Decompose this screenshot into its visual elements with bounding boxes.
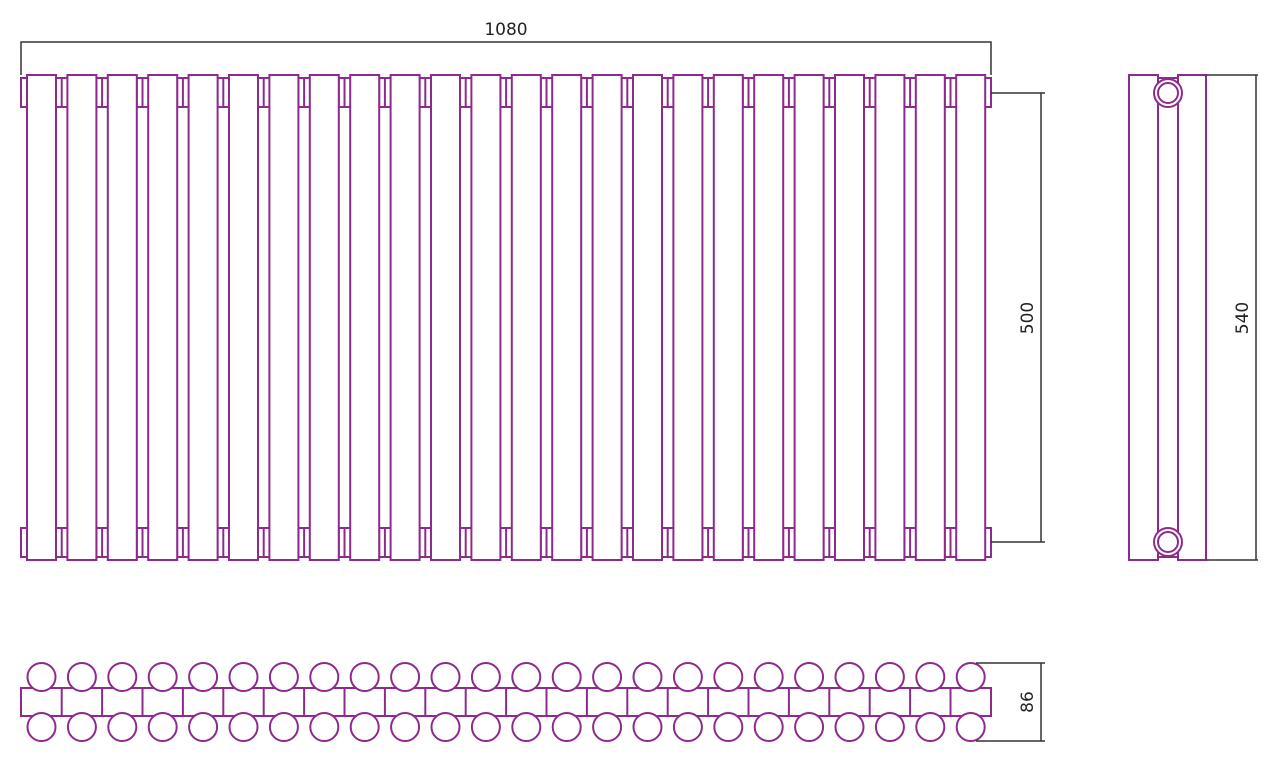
radiator-tube [955, 74, 987, 561]
radiator-tube [389, 74, 421, 561]
radiator-tube [510, 74, 542, 561]
tube-section-front [834, 662, 865, 692]
axis-distance-dimension-label: 500 [1018, 302, 1038, 334]
tube-section-front [107, 662, 138, 692]
tube-section-back [511, 712, 542, 742]
tube-section-back [955, 712, 986, 742]
radiator-tube [672, 74, 704, 561]
tube-section-back [430, 712, 461, 742]
tube-section-back [915, 712, 946, 742]
side-tube-back [1177, 74, 1207, 561]
dimension-lines [20, 41, 1258, 742]
tube-section-front [794, 662, 825, 692]
connection-port-inner [1157, 531, 1179, 553]
tube-section-back [268, 712, 299, 742]
tube-section-back [349, 712, 380, 742]
height-dimension-label: 540 [1233, 302, 1253, 334]
tube-section-front [268, 662, 299, 692]
tube-section-back [713, 712, 744, 742]
tube-section-front [228, 662, 259, 692]
width-dimension-line [20, 41, 992, 75]
tube-section-back [66, 712, 97, 742]
radiator-tube [874, 74, 906, 561]
radiator-tube [470, 74, 502, 561]
tube-section-front [309, 662, 340, 692]
depth-dimension-label: 86 [1018, 691, 1038, 713]
tube-section-front [713, 662, 744, 692]
tube-section-front [915, 662, 946, 692]
top-view [20, 662, 992, 742]
tube-section-back [632, 712, 663, 742]
radiator-tube [551, 74, 583, 561]
radiator-tube [106, 74, 138, 561]
tube-section-front [188, 662, 219, 692]
tube-section-back [107, 712, 138, 742]
radiator-tube [632, 74, 663, 561]
width-dimension-label: 1080 [484, 20, 527, 40]
radiator-tube [308, 74, 340, 561]
tube-section-front [955, 662, 986, 692]
tube-section-back [753, 712, 784, 742]
tube-section-front [349, 662, 380, 692]
tube-section-front [592, 662, 623, 692]
radiator-tube [712, 74, 744, 561]
tube-section-back [390, 712, 421, 742]
tube-section-back [228, 712, 259, 742]
side-view [1128, 74, 1207, 561]
radiator-tube [268, 74, 300, 561]
tube-section-front [430, 662, 461, 692]
tube-section-front [632, 662, 663, 692]
radiator-tube [187, 74, 219, 561]
tube-section-front [470, 662, 501, 692]
tube-section-back [26, 712, 57, 742]
tube-section-back [834, 712, 865, 742]
radiator-tube [793, 74, 825, 561]
radiator-tube [834, 74, 865, 561]
radiator-tube [26, 74, 57, 561]
radiator-tube [753, 74, 785, 561]
tube-section-back [470, 712, 501, 742]
tube-section-front [147, 662, 178, 692]
tube-section-back [672, 712, 703, 742]
radiator-tube [430, 74, 461, 561]
tube-section-front [66, 662, 97, 692]
radiator-tube [147, 74, 179, 561]
tube-section-back [188, 712, 219, 742]
tube-section-front [26, 662, 57, 692]
radiator-tube [228, 74, 259, 561]
tube-section-front [753, 662, 784, 692]
tube-section-front [672, 662, 703, 692]
front-view [20, 74, 992, 561]
tube-section-back [592, 712, 623, 742]
connection-port-inner [1157, 82, 1179, 104]
tube-section-back [794, 712, 825, 742]
tube-section-back [309, 712, 340, 742]
tube-section-back [551, 712, 582, 742]
tube-section-front [874, 662, 905, 692]
tube-section-front [551, 662, 582, 692]
radiator-tube [349, 74, 381, 561]
radiator-tube [914, 74, 946, 561]
radiator-tube [66, 74, 98, 561]
tube-section-front [511, 662, 542, 692]
tube-section-front [390, 662, 421, 692]
radiator-tube [591, 74, 623, 561]
tube-section-back [874, 712, 905, 742]
side-tube-front [1128, 74, 1159, 561]
tube-section-back [147, 712, 178, 742]
